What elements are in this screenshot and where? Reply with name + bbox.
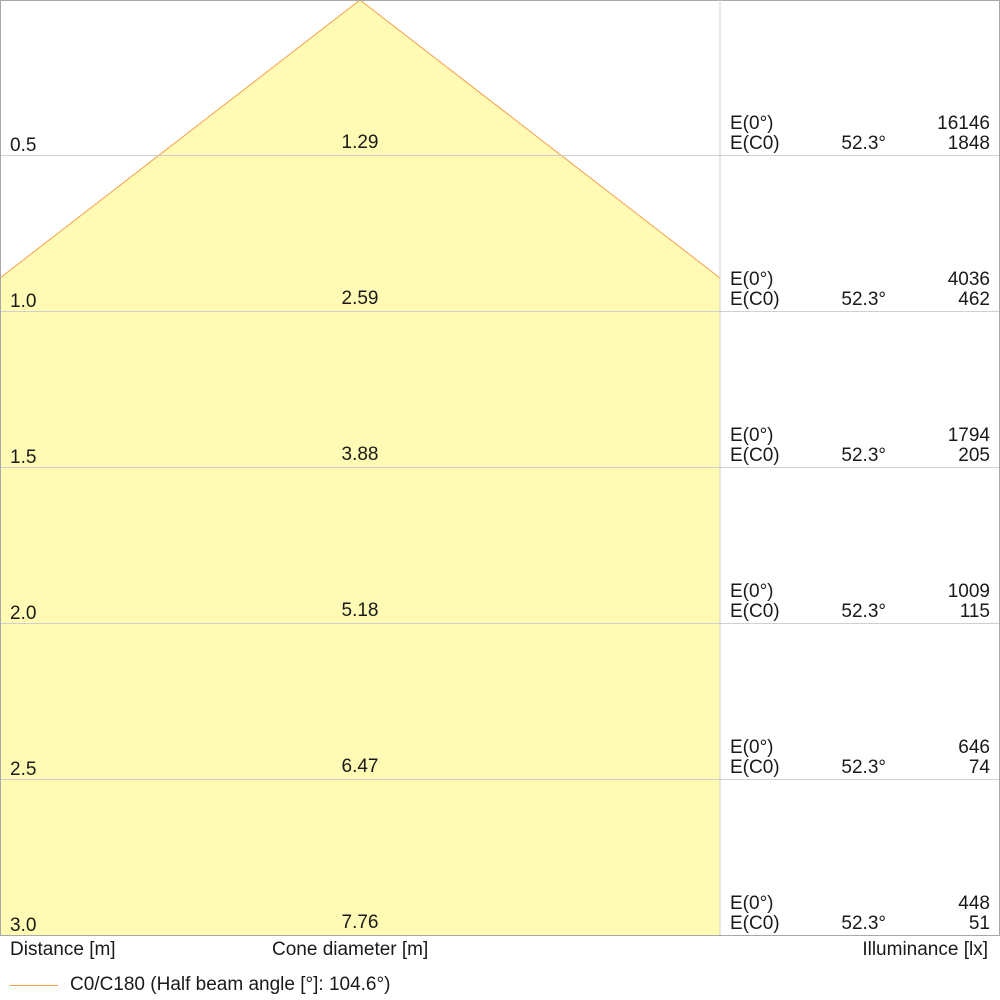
e0-label: E(0°) — [730, 269, 774, 290]
cone-diameter-label: 1.29 — [342, 132, 379, 153]
cone-edge-left — [0, 0, 361, 279]
cone-diameter-axis-label: Cone diameter [m] — [272, 939, 429, 960]
distance-label: 1.0 — [10, 291, 36, 312]
ec0-label: E(C0) — [730, 913, 780, 934]
ec0-angle: 52.3° — [841, 445, 886, 466]
grid-lines — [0, 155, 1000, 780]
e0-label: E(0°) — [730, 425, 774, 446]
cone-diameter-label: 2.59 — [342, 288, 379, 309]
ec0-value: 205 — [958, 445, 990, 466]
ec0-angle: 52.3° — [841, 133, 886, 154]
cone-diameter-label: 3.88 — [342, 444, 379, 465]
legend: C0/C180 (Half beam angle [°]: 104.6°) — [10, 972, 390, 998]
distance-axis-label: Distance [m] — [10, 939, 116, 960]
distance-label: 2.0 — [10, 603, 36, 624]
e0-value: 1009 — [948, 581, 990, 602]
distance-label: 2.5 — [10, 759, 36, 780]
ec0-angle: 52.3° — [841, 913, 886, 934]
e0-value: 1794 — [948, 425, 991, 446]
legend-text: C0/C180 (Half beam angle [°]: 104.6°) — [70, 974, 391, 995]
distance-label: 3.0 — [10, 915, 36, 936]
ec0-angle: 52.3° — [841, 601, 886, 622]
ec0-value: 51 — [969, 913, 990, 934]
cone-diameter-label: 5.18 — [342, 600, 379, 621]
ec0-label: E(C0) — [730, 445, 780, 466]
e0-value: 448 — [958, 893, 990, 914]
cone-diameter-label: 6.47 — [342, 756, 379, 777]
e0-label: E(0°) — [730, 581, 774, 602]
ec0-label: E(C0) — [730, 289, 780, 310]
ec0-value: 1848 — [948, 133, 990, 154]
e0-label: E(0°) — [730, 737, 774, 758]
row-labels: 0.5 1.29 E(0°) 16146 E(C0) 52.3° 1848 1.0 2.59 E(… — [10, 113, 990, 936]
e0-value: 16146 — [937, 113, 990, 134]
e0-value: 646 — [958, 737, 990, 758]
legend-swatch — [10, 984, 58, 986]
distance-label: 1.5 — [10, 447, 36, 468]
ec0-angle: 52.3° — [841, 289, 886, 310]
ec0-label: E(C0) — [730, 133, 780, 154]
ec0-label: E(C0) — [730, 757, 780, 778]
ec0-angle: 52.3° — [841, 757, 886, 778]
ec0-label: E(C0) — [730, 601, 780, 622]
ec0-value: 74 — [969, 757, 991, 778]
distance-label: 0.5 — [10, 135, 36, 156]
e0-value: 4036 — [948, 269, 990, 290]
ec0-value: 115 — [960, 601, 990, 622]
e0-label: E(0°) — [730, 113, 774, 134]
cone-edge-right — [359, 0, 721, 279]
cone-diameter-label: 7.76 — [342, 912, 379, 933]
e0-label: E(0°) — [730, 893, 774, 914]
ec0-value: 462 — [958, 289, 990, 310]
illuminance-axis-label: Illuminance [lx] — [862, 939, 988, 960]
